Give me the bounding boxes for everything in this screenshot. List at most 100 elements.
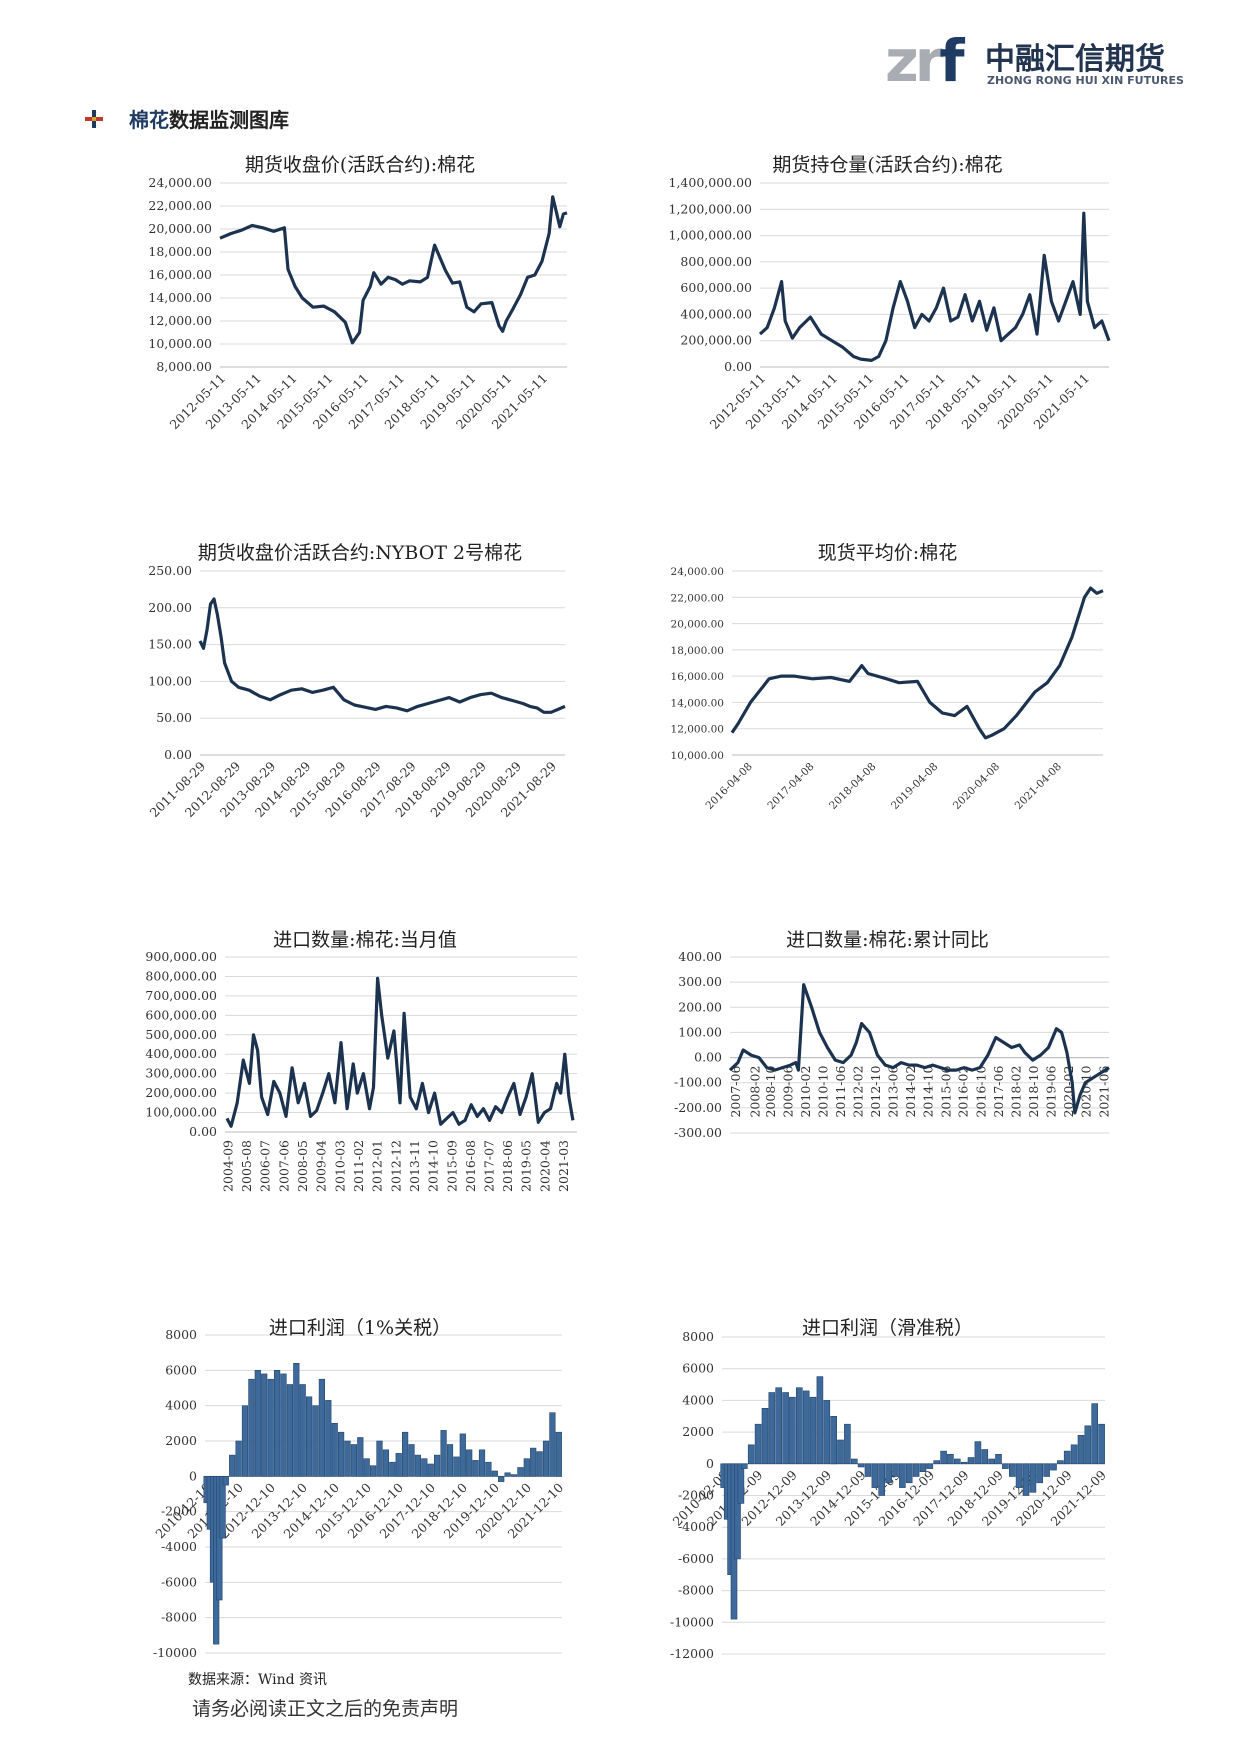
y-tick-label: 6000: [165, 1362, 197, 1377]
bar: [344, 1440, 351, 1477]
bar: [241, 1405, 249, 1477]
bar: [1022, 1463, 1030, 1496]
bar: [926, 1463, 934, 1469]
bar: [871, 1463, 879, 1488]
y-tick-label: 22,000.00: [148, 198, 212, 213]
chart-cotton-spot-average: 10,000.00 12,000.00 14,000.00 16,000.00 18,0…: [660, 538, 1115, 883]
bar: [734, 1463, 741, 1560]
chart-nybot-cotton-close: 0.00 50.00 100.00 150.00 200.00 250.00 2011-08…: [145, 538, 575, 883]
bar: [1084, 1425, 1092, 1465]
chart-cotton-futures-close: 8,000.00 10,000.00 12,000.00 14,000.00 16,00…: [145, 150, 575, 495]
x-tick-label: 2019-04-08: [889, 761, 940, 812]
y-tick-label: 100,000.00: [145, 1105, 217, 1120]
bar: [293, 1362, 300, 1477]
bar: [254, 1369, 261, 1477]
bar: [761, 1408, 769, 1465]
bar: [408, 1444, 415, 1477]
logo-chinese-name: 中融汇信期货: [985, 42, 1165, 77]
x-tick-label: 2014-10: [921, 1066, 936, 1118]
bar: [754, 1423, 762, 1465]
y-tick-label: 0: [189, 1468, 197, 1483]
x-tick-label: 2008-02: [748, 1066, 763, 1118]
data-source-note: 数据来源：Wind 资讯: [188, 1672, 328, 1688]
y-tick-label: 400,000.00: [680, 306, 752, 321]
x-tick-label: 2016-04-08: [704, 761, 755, 812]
bar: [981, 1449, 989, 1465]
chart-title: 期货收盘价活跃合约:NYBOT 2号棉花: [197, 542, 523, 564]
bar: [1050, 1463, 1057, 1471]
chart-svg: 0.0050.00100.00150.00200.00250.002011-08…: [147, 563, 566, 820]
bar: [809, 1396, 817, 1465]
chart-cotton-import-cumulative-yoy: -300.00 -200.00 -100.00 0.00 100.00 200.00 300…: [660, 925, 1115, 1285]
bar: [919, 1463, 927, 1473]
chart-cotton-open-interest: 0.00 200,000.00 400,000.00 600,000.00 800,00…: [660, 150, 1115, 495]
x-tick-label: 2021-06: [1096, 1066, 1111, 1118]
x-tick-label: 2018-04-08: [827, 761, 878, 812]
y-tick-label: 2000: [165, 1433, 197, 1448]
y-tick-label: 14,000.00: [148, 290, 212, 305]
bar: [857, 1463, 865, 1468]
y-tick-label: 2000: [682, 1424, 714, 1439]
bar: [446, 1444, 454, 1477]
bar: [775, 1387, 782, 1465]
y-tick-label: -6000: [161, 1574, 197, 1589]
chart-title: 进口利润（1%关税）: [268, 1317, 452, 1339]
x-tick-label: 2007-06: [276, 1140, 291, 1192]
bar: [1057, 1460, 1064, 1465]
x-tick-label: 2006-07: [258, 1140, 273, 1192]
y-tick-label: 0: [706, 1456, 714, 1471]
y-tick-label: -4000: [161, 1539, 197, 1554]
y-tick-label: 18,000.00: [671, 645, 724, 657]
x-tick-label: 2018-10: [1026, 1066, 1041, 1118]
bar: [222, 1476, 229, 1486]
bar: [737, 1463, 745, 1504]
y-tick-label: 24,000.00: [148, 175, 212, 190]
y-tick-label: 250.00: [148, 563, 192, 578]
x-tick-label: 2008-05: [295, 1140, 310, 1192]
bar: [768, 1392, 776, 1465]
series-line: [730, 586, 1104, 740]
y-tick-label: -10000: [153, 1645, 197, 1658]
x-tick-label: 2017-04-08: [765, 761, 816, 812]
bar: [892, 1463, 899, 1477]
x-tick-label: 2009-06: [780, 1066, 795, 1118]
y-tick-label: 6000: [682, 1361, 714, 1376]
y-tick-label: 12,000.00: [671, 724, 724, 736]
bar: [433, 1454, 441, 1477]
bar: [286, 1384, 294, 1477]
y-tick-label: 800,000.00: [145, 968, 217, 983]
bar: [318, 1378, 326, 1477]
bar: [370, 1465, 377, 1477]
y-tick-label: -4000: [678, 1519, 714, 1534]
y-tick-label: -2000: [161, 1504, 197, 1519]
x-tick-label: 2012-02: [850, 1066, 865, 1118]
x-tick-label: 2017-07: [482, 1140, 497, 1192]
series-line: [758, 211, 1111, 362]
x-tick-label: 2019-06: [1044, 1066, 1059, 1118]
bar: [389, 1461, 396, 1477]
bar: [837, 1439, 844, 1465]
series-line: [728, 983, 1110, 1115]
bar: [802, 1390, 810, 1465]
bar: [1036, 1463, 1044, 1484]
y-tick-label: 22,000.00: [671, 592, 724, 604]
y-tick-label: -10000: [670, 1614, 714, 1629]
chart-svg: 0.00 200,000.00 400,000.00 600,000.00 800,00…: [669, 175, 1111, 432]
bar: [536, 1451, 543, 1477]
section-marker-icon: [85, 110, 103, 128]
chart-title: 进口利润（滑准税）: [801, 1317, 973, 1339]
chart-title: 期货收盘价(活跃合约):棉花: [244, 154, 476, 176]
bar: [498, 1476, 505, 1482]
y-tick-label: 18,000.00: [148, 244, 212, 259]
y-tick-label: 1,400,000.00: [669, 175, 753, 190]
bar: [395, 1453, 402, 1477]
bar: [280, 1373, 287, 1477]
y-tick-label: -6000: [678, 1551, 714, 1566]
bar: [1015, 1463, 1023, 1488]
bar: [947, 1454, 954, 1465]
y-tick-label: 200,000.00: [145, 1085, 217, 1100]
bar: [357, 1437, 364, 1477]
bar: [363, 1458, 370, 1477]
bar: [267, 1378, 274, 1477]
bar: [312, 1405, 319, 1477]
